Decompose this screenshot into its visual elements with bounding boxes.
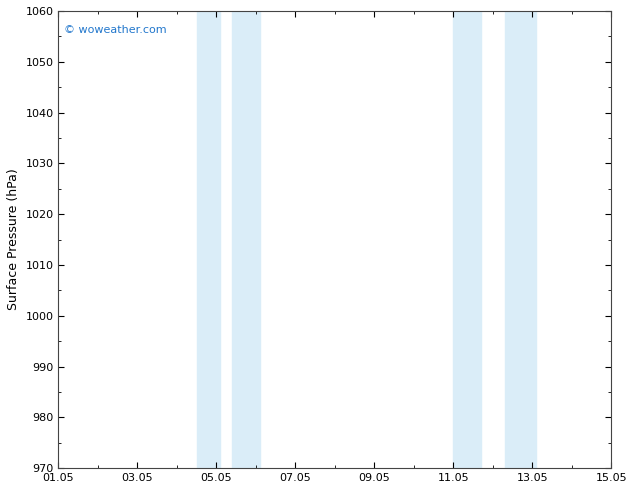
Bar — [505, 11, 536, 468]
Bar — [453, 11, 481, 468]
Y-axis label: Surface Pressure (hPa): Surface Pressure (hPa) — [7, 169, 20, 311]
Text: © woweather.com: © woweather.com — [64, 24, 167, 35]
Bar — [232, 11, 260, 468]
Bar — [197, 11, 221, 468]
